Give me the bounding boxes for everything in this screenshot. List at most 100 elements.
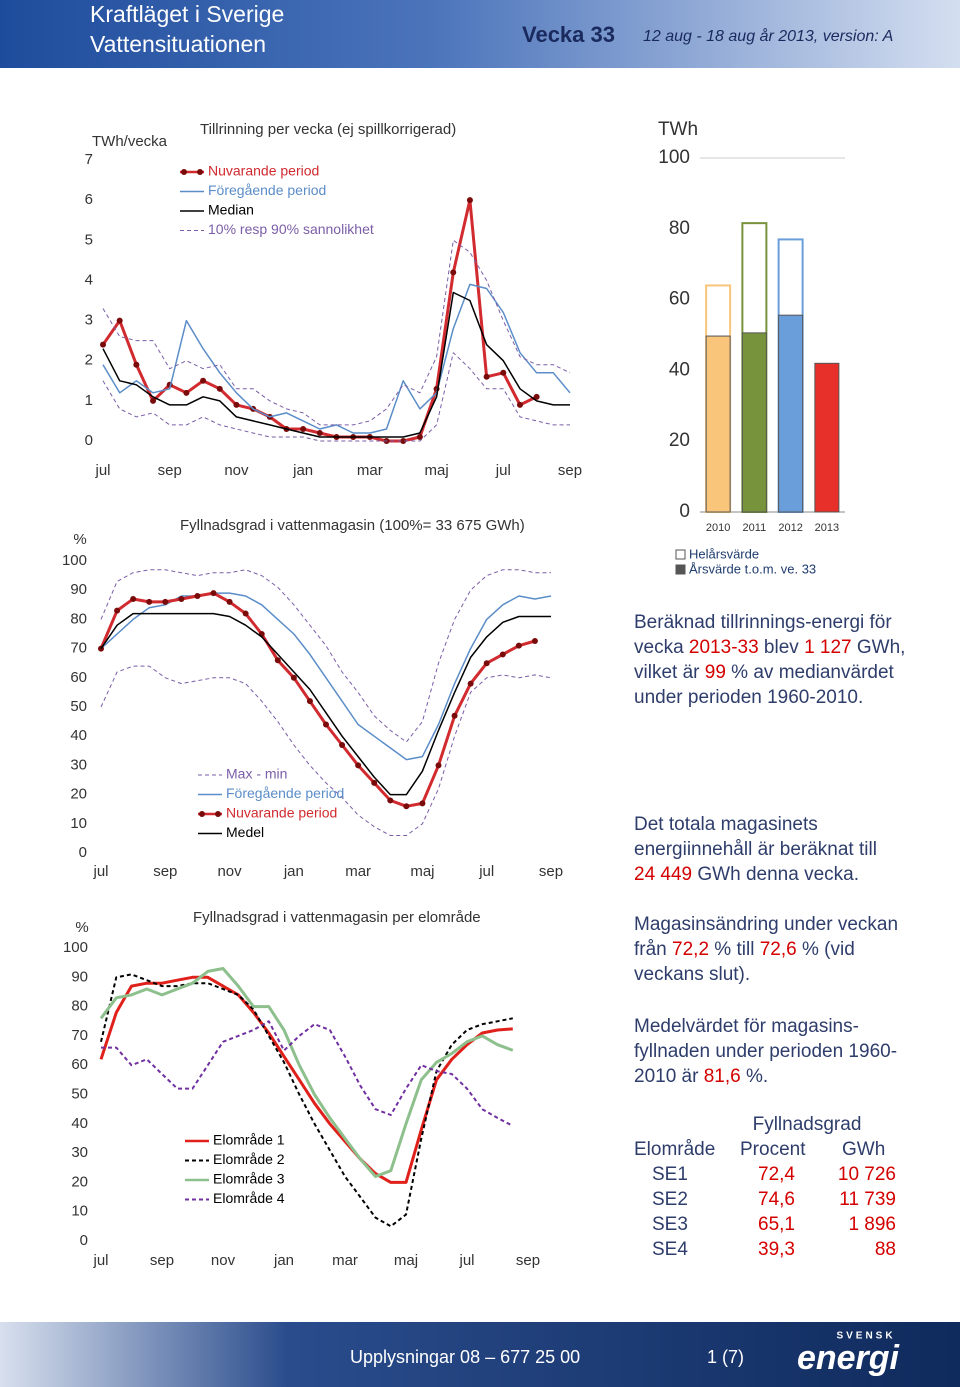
table-cell: 11 739 [839, 1189, 896, 1210]
x-tick-label: jul [495, 462, 511, 479]
data-point [419, 800, 426, 807]
x-tick-label: nov [217, 863, 242, 880]
y-tick-label: 30 [70, 756, 87, 773]
x-tick-label: sep [153, 863, 177, 880]
y-tick-label: 0 [80, 1232, 88, 1249]
footer-contact: Upplysningar 08 – 677 25 00 [350, 1347, 580, 1367]
x-tick-label: sep [558, 462, 582, 479]
data-point [300, 425, 307, 432]
x-tick-label: 2010 [706, 522, 730, 534]
x-tick-label: sep [516, 1252, 540, 1269]
data-point [233, 401, 240, 408]
y-axis-label: % [73, 531, 86, 548]
y-tick-label: 20 [669, 430, 690, 451]
text-run: Beräknad tillrinnings-energi för vecka [634, 612, 892, 658]
x-tick-label: 2011 [743, 522, 767, 534]
y-tick-label: 6 [85, 191, 93, 208]
text-run: blev [758, 637, 805, 658]
logo: energi [797, 1339, 901, 1377]
highlight-value: 81,6 [703, 1066, 741, 1087]
data-point [467, 680, 474, 687]
text-run: %. [740, 1066, 769, 1087]
highlight-value: 1 127 [804, 637, 852, 658]
data-point [531, 638, 538, 645]
header-band [0, 0, 960, 68]
series-line [102, 291, 570, 438]
data-point [499, 651, 506, 658]
x-tick-label: 2013 [815, 522, 839, 534]
table-cell: 10 726 [838, 1164, 896, 1185]
table-cell: SE4 [652, 1239, 688, 1260]
legend-marker [199, 811, 205, 817]
table-cell: 74,6 [758, 1189, 795, 1210]
legend-marker [181, 169, 187, 175]
paragraph: Medelvärdet för magasins-fyllnaden under… [634, 1014, 924, 1089]
legend-label: Medel [226, 824, 264, 840]
legend-swatch [675, 549, 686, 560]
legend-swatch [675, 564, 686, 575]
legend-marker [215, 811, 221, 817]
y-tick-label: 80 [70, 610, 87, 627]
bar [778, 314, 804, 513]
data-point [500, 369, 507, 376]
y-tick-label: 60 [669, 289, 690, 310]
table-header: GWh [842, 1139, 885, 1160]
y-tick-label: 30 [71, 1144, 88, 1161]
data-point [450, 269, 457, 276]
data-point [483, 373, 490, 380]
logo-top: SVENSK [836, 1331, 895, 1342]
y-tick-label: 10 [70, 815, 87, 832]
series-line [102, 239, 571, 426]
y-tick-label: 100 [62, 552, 87, 569]
data-point [515, 642, 522, 649]
legend-label: Elområde 3 [213, 1171, 285, 1187]
data-point [114, 607, 121, 614]
y-tick-label: 3 [85, 312, 93, 329]
y-tick-label: 0 [79, 844, 87, 861]
legend-label: Max - min [226, 766, 287, 782]
series-line [101, 1020, 514, 1127]
legend-label: Elområde 1 [213, 1132, 285, 1148]
legend-label: Median [208, 202, 254, 218]
x-tick-label: jul [458, 1252, 474, 1269]
chart-title: Tillrinning per vecka (ej spillkorrigera… [200, 121, 456, 138]
x-tick-label: maj [424, 462, 448, 479]
y-tick-label: 4 [85, 271, 93, 288]
y-tick-label: 100 [63, 939, 88, 956]
x-tick-label: 2012 [778, 522, 802, 534]
y-tick-label: 40 [70, 727, 87, 744]
paragraph: Beräknad tillrinnings-energi för vecka 2… [634, 610, 924, 710]
data-point [355, 762, 362, 769]
bar [705, 335, 731, 513]
data-point [316, 429, 323, 436]
y-axis-label: TWh/vecka [92, 133, 168, 150]
highlight-value: 72,2 [672, 939, 710, 960]
x-tick-label: jul [94, 462, 110, 479]
y-tick-label: 1 [85, 392, 93, 409]
x-tick-label: jan [292, 462, 313, 479]
data-point [133, 361, 140, 368]
y-tick-label: 7 [85, 151, 93, 168]
data-point [387, 797, 394, 804]
series-line [100, 569, 551, 743]
data-point [183, 389, 190, 396]
week: Vecka 33 [522, 22, 615, 47]
data-point [403, 803, 410, 810]
legend-label: Föregående period [208, 182, 326, 198]
x-tick-label: sep [150, 1252, 174, 1269]
y-tick-label: 60 [71, 1056, 88, 1073]
legend-label: Helårsvärde [689, 546, 759, 561]
period: 12 aug - 18 aug år 2013, version: A [643, 27, 893, 45]
highlight-value: 72,6 [759, 939, 797, 960]
y-tick-label: 70 [70, 640, 87, 657]
chart-title: Fyllnadsgrad i vattenmagasin per elområd… [193, 909, 481, 926]
y-tick-label: 10 [71, 1203, 88, 1220]
data-point [435, 762, 442, 769]
x-tick-label: jul [92, 863, 108, 880]
bar [741, 332, 767, 513]
table-header: Procent [740, 1139, 806, 1160]
y-tick-label: 40 [669, 359, 690, 380]
legend-marker [197, 169, 203, 175]
